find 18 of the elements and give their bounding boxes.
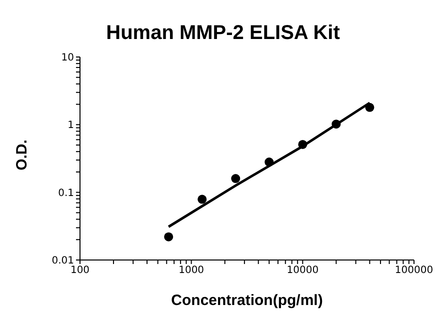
point (298, 140, 308, 149)
chart-title: Human MMP-2 ELISA Kit (105, 22, 341, 45)
x-tick-label: 100 (70, 265, 90, 276)
point (164, 232, 174, 242)
x-axis-title: Concentration(pg/ml) (170, 292, 324, 309)
point (264, 158, 274, 167)
y-tick-label: 0.1 (58, 188, 74, 199)
point (332, 120, 341, 129)
y-tick-label: 1 (68, 120, 74, 132)
point (365, 102, 374, 112)
x-tick-label: 10000 (286, 265, 319, 276)
y-tick-label: 10 (61, 52, 74, 64)
y-tick-label: 0.01 (52, 256, 74, 267)
point (231, 174, 240, 184)
x-tick-label: 1000 (178, 265, 204, 276)
y-axis-title: O.D. (14, 140, 30, 170)
x-tick-label: 100000 (394, 265, 434, 276)
point (198, 194, 207, 204)
